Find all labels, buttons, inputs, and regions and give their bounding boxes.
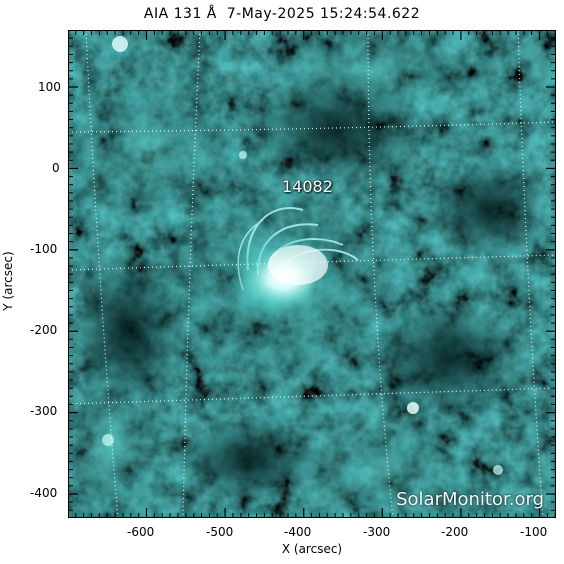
y-tick-label: -100	[30, 242, 58, 256]
x-tick-label: -300	[363, 525, 391, 539]
y-axis-label: Y (arcsec)	[1, 251, 15, 311]
y-tick-label: -400	[30, 486, 58, 500]
x-axis-label: X (arcsec)	[281, 542, 343, 556]
x-tick-label: -500	[206, 525, 234, 539]
active-region-label: 14082	[282, 177, 333, 196]
y-tick-label: -200	[30, 323, 58, 337]
heliographic-grid	[68, 30, 556, 518]
watermark: SolarMonitor.org	[396, 489, 544, 510]
x-tick-label: -400	[284, 525, 312, 539]
y-tick-label: -300	[30, 404, 58, 418]
image-title: AIA 131 Å 7-May-2025 15:24:54.622	[143, 6, 421, 22]
plot-axes	[68, 30, 556, 518]
minor-ticks	[68, 30, 556, 518]
x-tick-label: -100	[520, 525, 548, 539]
x-tick-label: -600	[127, 525, 155, 539]
y-tick-label: 0	[52, 161, 60, 175]
solar-image-panel: 14082 SolarMonitor.org	[68, 30, 556, 518]
plot-frame	[68, 30, 556, 518]
major-ticks	[68, 30, 556, 518]
x-tick-label: -200	[441, 525, 469, 539]
y-tick-label: 100	[38, 80, 61, 94]
